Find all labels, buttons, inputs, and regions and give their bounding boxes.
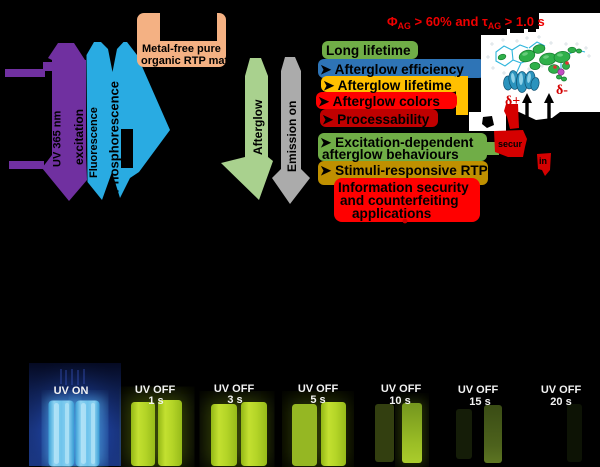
svg-text:secur: secur	[498, 139, 523, 149]
svg-text:excitation: excitation	[72, 109, 86, 165]
svg-text:Emission on: Emission on	[285, 101, 299, 172]
svg-text:➤ Excitation-dependent: ➤ Excitation-dependent	[320, 135, 474, 150]
svg-text:➤ Afterglow colors: ➤ Afterglow colors	[318, 94, 440, 109]
svg-text:Phosphorescence: Phosphorescence	[107, 81, 122, 193]
svg-text:δ-: δ-	[556, 83, 568, 98]
svg-text:1 s: 1 s	[148, 395, 163, 407]
svg-text:UV OFF: UV OFF	[214, 383, 255, 395]
svg-text:organic RTP mat: organic RTP mat	[141, 55, 229, 67]
svg-text:afterglow behaviours: afterglow behaviours	[322, 147, 459, 162]
svg-text:UV 365 nm: UV 365 nm	[52, 111, 64, 167]
svg-text:UV OFF: UV OFF	[381, 383, 422, 395]
svg-text:3 s: 3 s	[227, 394, 242, 406]
svg-text:Metal-free pure: Metal-free pure	[142, 43, 221, 55]
svg-text:in: in	[539, 156, 547, 166]
svg-text:and counterfeiting: and counterfeiting	[340, 193, 459, 208]
svg-text:15 s: 15 s	[469, 396, 490, 408]
svg-text:ΦAG > 60% and τAG > 1.0 s: ΦAG > 60% and τAG > 1.0 s	[387, 14, 545, 31]
svg-text:Fluorescence: Fluorescence	[88, 107, 100, 178]
svg-text:5 s: 5 s	[310, 394, 325, 406]
svg-text:UV OFF: UV OFF	[298, 383, 339, 395]
svg-text:➤ Afterglow efficiency: ➤ Afterglow efficiency	[320, 62, 464, 77]
svg-text:Long lifetime: Long lifetime	[326, 43, 411, 58]
svg-text:applications: applications	[352, 206, 431, 221]
svg-text:10 s: 10 s	[389, 395, 410, 407]
svg-text:UV OFF: UV OFF	[541, 384, 582, 396]
svg-text:UV ON: UV ON	[54, 385, 89, 397]
svg-text:➤ Afterglow lifetime: ➤ Afterglow lifetime	[323, 78, 452, 93]
svg-text:Afterglow: Afterglow	[251, 99, 265, 155]
svg-text:➤ Stimuli-responsive RTP: ➤ Stimuli-responsive RTP	[320, 163, 488, 178]
svg-text:UV OFF: UV OFF	[135, 384, 176, 396]
svg-text:UV OFF: UV OFF	[458, 384, 499, 396]
svg-text:➤ Processability: ➤ Processability	[322, 112, 430, 127]
svg-text:Information security: Information security	[338, 180, 469, 195]
svg-text:20 s: 20 s	[550, 396, 571, 408]
